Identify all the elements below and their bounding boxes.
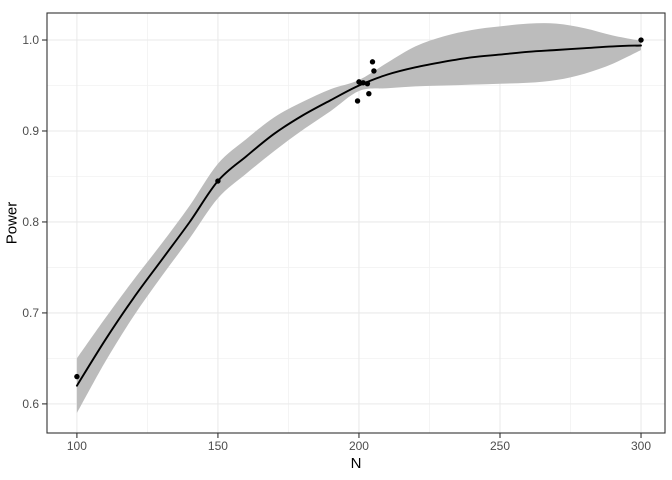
data-point [638,37,644,43]
x-tick-label: 250 [490,439,510,453]
data-point [215,178,221,184]
x-tick-label: 150 [208,439,228,453]
tick-labels: 100 150 200 250 300 0.6 0.7 0.8 0.9 1.0 [22,33,651,453]
confidence-ribbon [76,23,641,414]
y-tick-label: 1.0 [22,33,39,47]
y-axis-title: Power [3,201,21,245]
data-point [369,59,376,65]
y-tick-label: 0.9 [22,124,39,138]
data-point [354,98,361,104]
smooth-line [75,44,642,387]
data-point [360,80,366,86]
x-tick-label: 200 [349,439,369,453]
data-point [356,79,362,85]
data-point [364,80,371,87]
gridlines-major [47,13,665,433]
data-points [74,37,644,380]
data-point [371,68,377,74]
panel-border [46,12,666,434]
axis-ticks [42,39,642,438]
y-tick-label: 0.8 [22,215,39,229]
data-point [74,373,80,380]
data-point [366,90,372,97]
y-tick-label: 0.6 [22,397,39,411]
x-axis-title: N [350,455,362,472]
x-tick-label: 300 [631,439,651,453]
y-tick-label: 0.7 [22,306,39,320]
x-tick-label: 100 [67,439,87,453]
